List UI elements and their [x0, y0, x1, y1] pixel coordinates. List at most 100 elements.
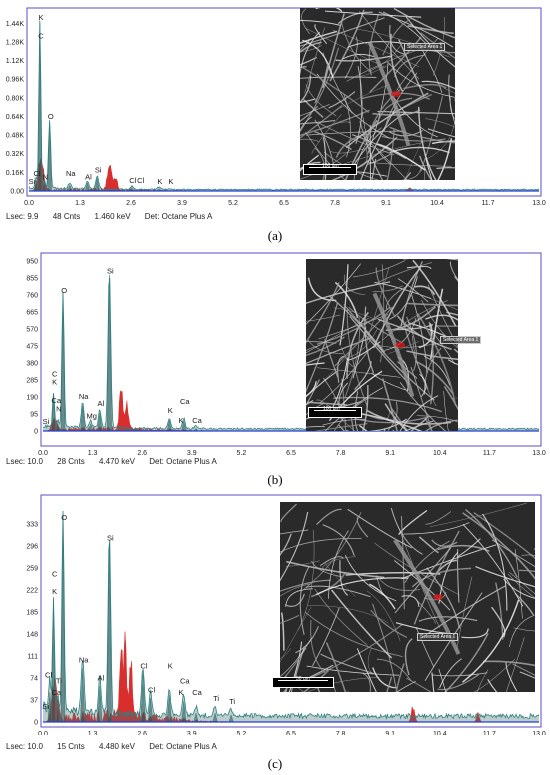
selected-area-label-b: Selected Area 1: [440, 336, 482, 344]
footer-a: Lsec: 9.9 48 Cnts 1.460 keV Det: Octane …: [6, 212, 224, 221]
y-tick-label: 259: [26, 566, 38, 573]
plot-frame: [40, 252, 542, 447]
cnts-c: 15 Cnts: [57, 742, 85, 751]
peak-label: Ca: [51, 688, 61, 697]
peak-label: K: [38, 13, 43, 22]
x-tick-label: 10.4: [433, 731, 447, 735]
peak-label: Si: [95, 165, 102, 174]
x-tick-label: 1.3: [88, 450, 98, 455]
caption-a: (a): [267, 228, 283, 243]
y-tick-label: 296: [26, 544, 38, 551]
cnts-a: 48 Cnts: [52, 212, 81, 221]
peak-label: C: [52, 569, 58, 578]
scale-bar-c: [272, 677, 334, 688]
scale-text-c: 50 um: [296, 676, 310, 682]
peak-label: Ca: [180, 397, 190, 406]
y-tick-label: 37: [30, 698, 38, 705]
y-tick-label: 185: [26, 610, 38, 617]
x-tick-label: 0.0: [38, 731, 48, 735]
peak-label: Cl: [45, 670, 52, 679]
y-tick-label: 1.44K: [6, 21, 25, 28]
scale-bar-a: [303, 164, 357, 175]
x-tick-label: 0.0: [24, 200, 34, 205]
x-tick-label: 3.9: [187, 731, 197, 735]
x-tick-label: 5.2: [237, 450, 247, 455]
peak-label: Cl: [137, 176, 144, 185]
x-tick-label: 13.0: [532, 200, 546, 205]
spectrum-chart-a: 0.00 0.16K 0.32K 0.48K 0.64K 0.80K 0.96K 1.12K 1…: [6, 7, 546, 205]
selected-area-label-a: Selected Area 1: [404, 43, 446, 51]
y-tick-label: 0.00: [10, 189, 24, 196]
y-tick-label: 0.32K: [6, 151, 25, 158]
y-tick-label: 0.16K: [6, 170, 25, 177]
peak-label: Cl: [140, 661, 147, 670]
peak-label: Na: [79, 656, 89, 665]
selected-area-marker: [395, 342, 406, 348]
footer-b: Lsec: 10.0 28 Cnts 4.470 keV Det: Octane…: [6, 457, 229, 466]
peak-label: K: [168, 661, 173, 670]
y-tick-label: 665: [26, 309, 38, 316]
cnts-b: 28 Cnts: [57, 457, 85, 466]
x-tick-label: 6.5: [286, 731, 296, 735]
sem-image-c: [280, 502, 535, 692]
spectrum-line: [42, 510, 540, 720]
x-tick-label: 0.0: [38, 450, 48, 455]
peak-label: C: [52, 369, 58, 378]
peak-label: Si: [29, 177, 36, 186]
y-tick-label: 0: [34, 429, 38, 436]
peak-label: K: [168, 406, 173, 415]
x-tick-label: 11.7: [483, 731, 496, 735]
panel-a: 0.00 0.16K 0.32K 0.48K 0.64K 0.80K 0.96K 1.12K 1…: [0, 0, 550, 245]
panel-b: 0 95 190 285 380 475 570 665 760 855 950 0.0 1.3 2.6 3…: [0, 245, 550, 490]
footer-c: Lsec: 10.0 15 Cnts 4.480 keV Det: Octane…: [6, 742, 229, 751]
peak-label: Ca: [192, 688, 202, 697]
plot-frame: [26, 7, 542, 197]
x-tick-label: 11.7: [481, 200, 494, 205]
kev-c: 4.480 keV: [98, 742, 135, 751]
peak-label: Na: [66, 169, 76, 178]
y-tick-label: 760: [26, 292, 38, 299]
x-tick-label: 7.8: [336, 450, 346, 455]
x-tick-label: 9.1: [385, 450, 395, 455]
peak-label: Ti: [229, 697, 235, 706]
selected-area-marker: [391, 91, 402, 97]
scale-text-b: 100 um: [323, 406, 340, 412]
y-tick-label: 190: [26, 394, 38, 401]
peak-label: Al: [85, 172, 92, 181]
y-tick-label: 1.12K: [6, 58, 25, 65]
kev-b: 4.470 keV: [98, 457, 135, 466]
x-tick-label: 10.4: [433, 450, 447, 455]
peak-label: N: [43, 172, 48, 181]
peak-label: Al: [98, 399, 105, 408]
y-tick-label: 475: [26, 343, 38, 350]
peak-label: Si: [107, 266, 114, 275]
lsec-c: Lsec: 10.0: [6, 742, 43, 751]
peak-label: Ti: [213, 694, 219, 703]
scale-bar-b: [308, 407, 362, 418]
y-tick-label: 285: [26, 377, 38, 384]
peak-label: Cl: [34, 169, 41, 178]
selected-area-marker: [433, 594, 444, 600]
peak-label: N: [56, 404, 61, 413]
peak-label: O: [61, 513, 67, 522]
y-tick-label: 222: [26, 588, 38, 595]
y-tick-label: 1.28K: [6, 39, 25, 46]
x-tick-label: 2.6: [137, 450, 147, 455]
selected-area-label-c: Selected Area 1: [417, 633, 459, 641]
x-tick-label: 6.5: [279, 200, 289, 205]
peak-label: K: [178, 688, 183, 697]
x-tick-label: 7.8: [336, 731, 346, 735]
x-tick-label: 10.4: [430, 200, 444, 205]
peak-label: Ti: [56, 676, 62, 685]
caption-c: (c): [267, 756, 283, 771]
peak-label: K: [52, 587, 57, 596]
peak-label: Ca: [180, 676, 190, 685]
x-tick-label: 9.1: [381, 200, 391, 205]
peak-label: Ca: [51, 396, 61, 405]
peak-label: K: [157, 177, 162, 186]
y-tick-label: 0.80K: [6, 95, 25, 102]
y-tick-label: 95: [30, 411, 38, 418]
sem-fiber-texture: [280, 502, 535, 692]
peak-label: Ca: [192, 416, 202, 425]
x-tick-label: 5.2: [228, 200, 238, 205]
